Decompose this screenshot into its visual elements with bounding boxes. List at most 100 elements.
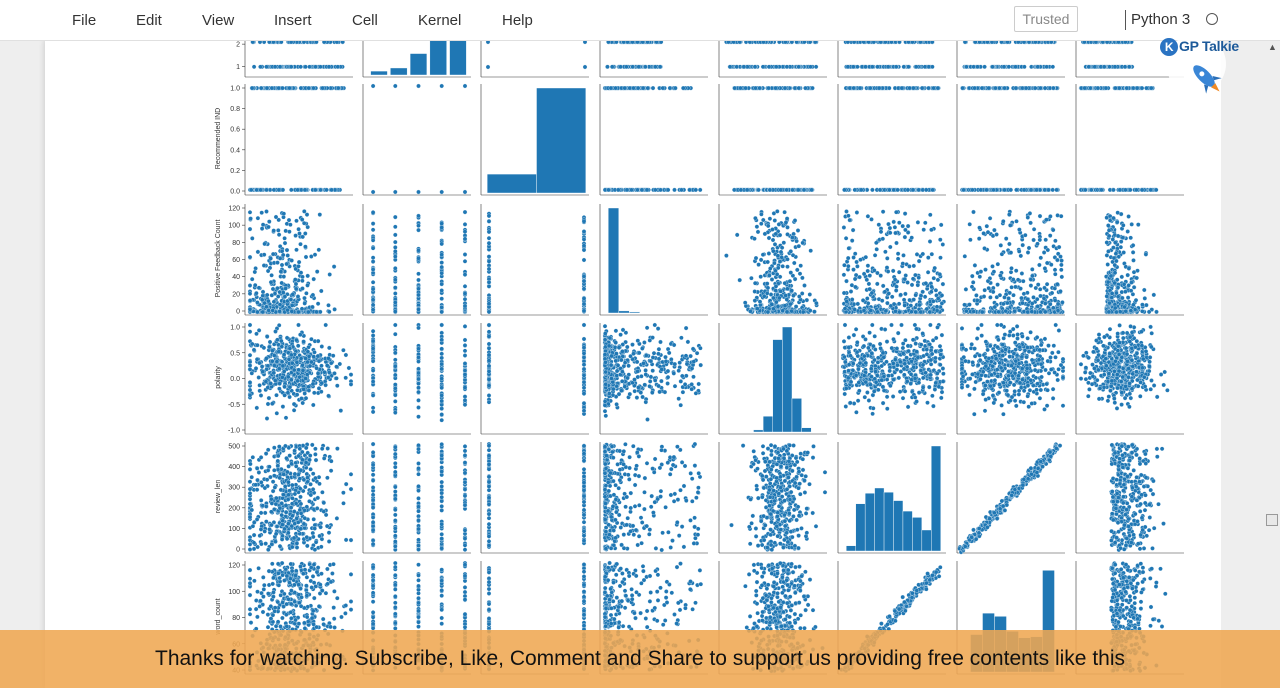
scatter-point [691,374,696,380]
scatter-point [393,189,398,195]
scatter-series [485,39,588,70]
scatter-point [297,231,302,236]
scatter-point [462,291,468,296]
scatter-point [370,210,376,215]
scatter-point [1121,282,1127,287]
y-tick-label: 1 [236,64,240,71]
scatter-point [741,64,747,70]
scatter-point [928,212,933,218]
scatter-point [1130,292,1136,297]
scatter-point [869,217,874,222]
scatter-point [1119,274,1125,280]
scatter-point [326,64,332,70]
scatter-point [1012,308,1017,314]
scatter-point [279,262,285,268]
scatter-point [969,284,975,290]
scatter-series [250,39,345,70]
scatter-point [977,225,982,230]
scatter-point [1114,309,1119,315]
y-tick-label: 0.5 [230,350,240,357]
scatter-point [795,187,801,193]
scatter-point [992,304,998,310]
scatter-point [318,64,323,70]
scatter-point [1128,235,1133,241]
scatter-point [416,248,421,253]
scatter-point [416,271,421,277]
scatter-point [264,292,270,298]
scatter-point [885,300,890,306]
scatter-point [974,298,980,303]
scatter-point [1114,277,1120,282]
scatter-point [1025,297,1030,302]
scatter-point [770,237,776,243]
scatter-point [605,64,610,70]
scatter-point [247,380,253,385]
scatter-point [1107,300,1112,306]
scatter-point [993,85,998,91]
scatter-point [792,260,797,266]
scatter-point [913,64,919,70]
scatter-point [1025,309,1031,315]
scatter-point [1115,285,1121,290]
scatter-point [809,187,814,193]
scatter-point [1124,85,1130,91]
scatter-point [853,284,858,290]
scatter-point [1059,274,1065,280]
scatter-point [875,64,880,70]
scatter-point [1001,301,1006,307]
scatter-point [268,381,273,386]
scatter-point [370,307,376,312]
y-tick-label: 0.8 [230,106,240,113]
scatter-point [792,276,798,282]
scatter-point [1131,269,1137,275]
scatter-point [673,85,678,91]
scatter-point [277,386,282,391]
scatter-point [665,187,671,193]
scatter-point [281,369,287,374]
scatter-point [1051,305,1056,311]
scatter-point [370,189,376,195]
scatter-point [797,271,803,276]
scatter-point [1131,285,1137,290]
scatter-point [1113,251,1119,256]
scatter-point [1106,309,1112,315]
scatter-point [1128,308,1134,313]
scatter-point [1052,267,1058,273]
scatter-point [851,255,856,260]
scatter-point [254,331,259,337]
scatter-point [693,187,699,193]
scatter-point [393,245,398,250]
scatter-point [327,370,332,375]
scatter-point [991,187,996,193]
scatter-point [300,368,306,373]
scatter-point [1114,219,1120,225]
scatter-point [1053,238,1058,244]
scatter-point [303,244,308,249]
scatter-point [486,393,492,398]
scatter-point [907,264,912,269]
scatter-point [1058,289,1063,294]
y-tick-label: 1.0 [230,86,240,93]
scatter-point [987,216,993,221]
scatter-point [1120,295,1125,301]
scatter-point [294,247,299,253]
scatter-point [486,284,492,289]
scatter-point [581,308,587,314]
scatter-point [311,276,316,282]
scatter-point [842,262,847,268]
scatter-point [867,286,872,292]
y-axis-label: polarity [215,366,222,389]
scatter-point [1025,250,1031,255]
scatter-point [804,297,810,303]
scatter-point [303,376,308,381]
scatter-point [439,281,444,287]
scatter-point [309,359,314,365]
scatter-point [462,209,468,215]
scatter-point [1029,301,1035,306]
scatter-point [247,283,253,288]
scatter-point [842,306,848,311]
scatter-point [905,187,911,193]
scatter-point [907,297,912,303]
scatter-point [922,294,928,300]
scatter-point [921,227,926,232]
